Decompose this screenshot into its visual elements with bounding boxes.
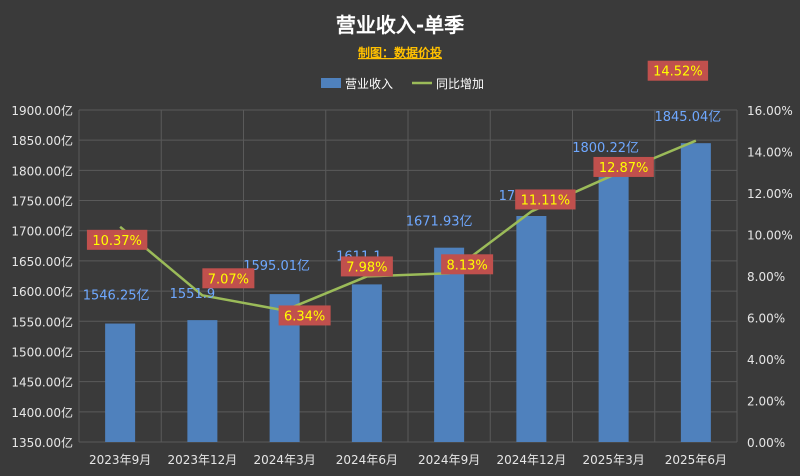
pct-value-box — [340, 256, 393, 277]
y-right-tick-label: 0.00% — [747, 436, 785, 450]
y-left-tick-label: 1750.00亿 — [11, 194, 73, 209]
x-tick-label: 2023年12月 — [167, 453, 237, 467]
y-right-tick-label: 10.00% — [747, 229, 793, 243]
bar-value-label: 1595.01亿 — [243, 259, 310, 274]
pct-value-label: 11.11% — [515, 189, 576, 210]
y-right-tick-label: 4.00% — [747, 353, 785, 367]
pct-value-text: 12.87% — [599, 161, 649, 176]
bar-value-label: 1546.25亿 — [83, 289, 150, 304]
x-tick-label: 2025年3月 — [583, 453, 645, 467]
pct-value-box — [86, 229, 148, 250]
bar — [187, 320, 218, 442]
legend-bar-label: 营业收入 — [345, 77, 393, 91]
bar-value-label: 1845.04亿 — [654, 110, 721, 125]
bar — [598, 170, 629, 442]
growth-line-path — [119, 139, 697, 312]
x-tick-label: 2024年3月 — [254, 453, 316, 467]
x-tick-label: 2023年9月 — [89, 453, 151, 467]
pct-value-label: 7.98% — [340, 256, 393, 277]
bar — [680, 143, 711, 443]
y-right-tick-label: 12.00% — [747, 187, 793, 201]
pct-value-text: 10.37% — [92, 234, 142, 249]
pct-value-label: 12.87% — [593, 156, 654, 177]
y-right-tick-label: 8.00% — [747, 270, 785, 284]
pct-value-box — [278, 305, 331, 326]
chart-subtitle: 制图：数据价投 — [358, 45, 442, 60]
pct-value-box — [593, 156, 654, 177]
pct-value-label: 14.52% — [647, 60, 709, 81]
pct-value-box — [441, 254, 494, 275]
y-left-tick-label: 1700.00亿 — [11, 224, 73, 239]
growth-line — [119, 139, 697, 312]
pct-value-label: 8.13% — [441, 254, 494, 275]
pct-value-text: 8.13% — [446, 258, 487, 273]
legend: 营业收入 同比增加 — [321, 77, 484, 91]
bar — [516, 215, 547, 442]
x-tick-label: 2024年12月 — [496, 453, 566, 467]
y-right-tick-label: 14.00% — [747, 146, 793, 160]
y-left-tick-label: 1850.00亿 — [11, 133, 73, 148]
legend-bar-swatch — [321, 78, 341, 88]
bar-value-label: 1671.93亿 — [406, 215, 473, 230]
pct-value-box — [515, 189, 576, 210]
pct-value-text: 7.98% — [346, 260, 387, 275]
y-right-tick-label: 16.00% — [747, 104, 793, 118]
left-axis: 1900.00亿 1850.00亿 1800.00亿 1750.00亿 1700.00亿… — [11, 103, 73, 450]
pct-value-text: 6.34% — [284, 309, 325, 324]
pct-labels: 10.37% 7.07% 6.34% 7.98% 8.13% 11.11% 12.87% 14… — [86, 60, 709, 326]
y-left-tick-label: 1800.00亿 — [11, 163, 73, 178]
bar — [105, 323, 136, 442]
legend-line-label: 同比增加 — [436, 77, 484, 91]
pct-value-box — [647, 60, 709, 81]
bar-value-label: 1800.22亿 — [572, 141, 639, 156]
y-left-tick-label: 1500.00亿 — [11, 344, 73, 359]
pct-value-label: 6.34% — [278, 305, 331, 326]
bar-value-label: 1551.9 — [170, 287, 216, 302]
y-left-tick-label: 1450.00亿 — [11, 375, 73, 390]
y-left-tick-label: 1900.00亿 — [11, 103, 73, 118]
bar — [434, 247, 465, 442]
x-tick-label: 2025年6月 — [665, 453, 727, 467]
y-left-tick-label: 1600.00亿 — [11, 284, 73, 299]
y-left-tick-label: 1650.00亿 — [11, 254, 73, 269]
x-tick-label: 2024年6月 — [336, 453, 398, 467]
y-left-tick-label: 1400.00亿 — [11, 405, 73, 420]
pct-value-text: 7.07% — [208, 272, 249, 287]
pct-value-box — [202, 268, 255, 289]
pct-value-text: 14.52% — [653, 65, 703, 80]
chart-title: 营业收入-单季 — [336, 13, 464, 37]
pct-value-label: 10.37% — [86, 229, 148, 250]
y-right-tick-label: 2.00% — [747, 395, 785, 409]
pct-value-label: 7.07% — [202, 268, 255, 289]
y-left-tick-label: 1350.00亿 — [11, 435, 73, 450]
right-axis: 16.00% 14.00% 12.00% 10.00% 8.00% 6.00% 4.00% 2… — [747, 104, 793, 450]
x-tick-label: 2024年9月 — [418, 453, 480, 467]
x-axis: 2023年9月 2023年12月 2024年3月 2024年6月 2024年9月 2024… — [89, 453, 727, 467]
y-left-tick-label: 1550.00亿 — [11, 314, 73, 329]
bar — [351, 284, 382, 442]
y-right-tick-label: 6.00% — [747, 312, 785, 326]
pct-value-text: 11.11% — [521, 193, 571, 208]
